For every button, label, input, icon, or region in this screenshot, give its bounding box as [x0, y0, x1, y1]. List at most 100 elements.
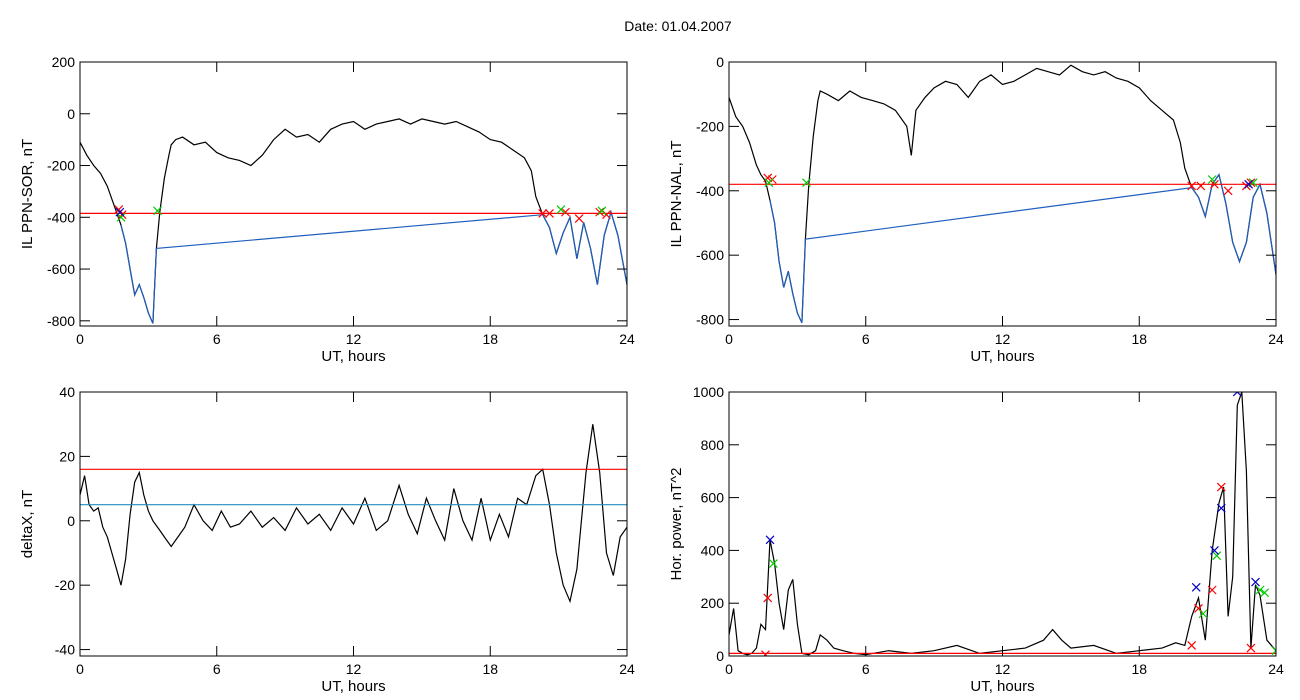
y-tick-label: 200 — [701, 595, 725, 611]
x-tick-label: 18 — [1131, 661, 1147, 677]
y-tick-label: -200 — [47, 158, 75, 174]
x-axis-label: UT, hours — [970, 348, 1034, 365]
marker-0 — [595, 207, 605, 217]
marker-2 — [1244, 179, 1254, 189]
marker-0 — [1210, 179, 1219, 189]
marker-1 — [764, 178, 774, 188]
y-tick-label: 400 — [701, 542, 725, 558]
y-tick-label: -600 — [696, 247, 724, 263]
series-line-0 — [80, 118, 627, 324]
marker-1 — [1198, 609, 1208, 619]
marker-2 — [765, 535, 775, 545]
y-tick-label: 0 — [716, 54, 724, 70]
y-tick-label: -400 — [696, 183, 724, 199]
marker-1 — [556, 205, 566, 214]
x-axis-label: UT, hours — [321, 678, 385, 695]
x-axis-label: UT, hours — [970, 678, 1034, 695]
x-tick-label: 24 — [1268, 331, 1284, 347]
y-tick-label: 20 — [59, 448, 75, 464]
y-tick-label: 0 — [716, 648, 724, 664]
plot-area — [80, 118, 627, 324]
marker-0 — [114, 205, 124, 214]
y-tick-label: -400 — [47, 209, 75, 225]
marker-2 — [1251, 577, 1260, 587]
plot-frame — [728, 391, 1277, 657]
x-tick-label: 12 — [346, 661, 362, 677]
plot-area — [729, 64, 1276, 324]
x-tick-label: 6 — [862, 661, 870, 677]
marker-1 — [802, 178, 811, 188]
x-tick-label: 0 — [76, 331, 84, 347]
x-tick-label: 0 — [76, 661, 84, 677]
x-tick-label: 0 — [725, 661, 733, 677]
marker-0 — [574, 214, 584, 224]
chart-sor: 0 6 12 18 24 -800 -600 -400 -200 0 200 UT, hours IL … — [19, 54, 635, 365]
marker-2 — [1191, 582, 1201, 592]
x-tick-label: 12 — [995, 331, 1011, 347]
marker-1 — [1255, 585, 1265, 595]
x-tick-label: 18 — [482, 331, 498, 347]
x-tick-label: 6 — [862, 331, 870, 347]
y-tick-label: 1000 — [693, 384, 724, 400]
series-line-0 — [80, 424, 627, 604]
chart-deltax: 0 6 12 18 24 -40 -20 0 20 40 UT, hours deltaX, nT — [19, 384, 635, 695]
y-tick-label: -600 — [47, 261, 75, 277]
series-line-1 — [769, 173, 1276, 324]
x-tick-label: 6 — [213, 331, 221, 347]
y-tick-label: 600 — [701, 490, 725, 506]
y-tick-label: -800 — [696, 312, 724, 328]
y-axis-label: Hor. power, nT^2 — [668, 468, 685, 581]
y-tick-label: 800 — [701, 437, 725, 453]
marker-0 — [763, 593, 773, 603]
x-tick-label: 12 — [346, 331, 362, 347]
y-tick-label: 40 — [59, 384, 75, 400]
x-tick-label: 18 — [482, 661, 498, 677]
marker-0 — [1207, 585, 1217, 595]
marker-2 — [115, 207, 125, 217]
plot-frame — [728, 61, 1277, 327]
marker-1 — [1260, 588, 1270, 598]
plot-area — [80, 424, 627, 604]
marker-0 — [1223, 186, 1233, 196]
marker-0 — [761, 650, 770, 656]
marker-1 — [1271, 646, 1276, 656]
marker-0 — [1246, 643, 1256, 653]
marker-1 — [1212, 551, 1222, 561]
x-axis-label: UT, hours — [321, 348, 385, 365]
marker-2 — [1216, 503, 1226, 513]
chart-nal: 0 6 12 18 24 -800 -600 -400 -200 0 UT, hours IL PPN… — [668, 54, 1284, 365]
y-axis-label: IL PPN-SOR, nT — [19, 139, 36, 249]
chart-hpower: 0 6 12 18 24 0 200 400 600 800 1000 UT, hours Hor. p… — [668, 384, 1284, 695]
y-tick-label: 200 — [52, 54, 76, 70]
marker-0 — [1196, 181, 1206, 191]
y-tick-label: -20 — [55, 577, 75, 593]
y-tick-label: 0 — [67, 106, 75, 122]
y-axis-label: IL PPN-NAL, nT — [668, 141, 685, 248]
x-tick-label: 24 — [619, 331, 635, 347]
marker-2 — [1210, 545, 1219, 555]
y-tick-label: -800 — [47, 313, 75, 329]
plot-area — [729, 392, 1276, 656]
y-tick-label: -40 — [55, 642, 75, 658]
series-line-1 — [120, 209, 627, 324]
y-tick-label: 0 — [67, 513, 75, 529]
marker-1 — [153, 206, 162, 216]
marker-1 — [769, 559, 778, 569]
x-tick-label: 0 — [725, 331, 733, 347]
marker-0 — [1216, 482, 1226, 492]
figure-title: Date: 01.04.2007 — [624, 18, 732, 34]
marker-0 — [1187, 641, 1197, 650]
marker-2 — [1232, 392, 1242, 397]
x-tick-label: 12 — [995, 661, 1011, 677]
x-tick-label: 24 — [1268, 661, 1284, 677]
marker-0 — [1187, 181, 1197, 191]
x-tick-label: 24 — [619, 661, 635, 677]
series-line-0 — [729, 392, 1276, 656]
series-line-0 — [729, 64, 1276, 324]
x-tick-label: 18 — [1131, 331, 1147, 347]
y-tick-label: -200 — [696, 118, 724, 134]
y-axis-label: deltaX, nT — [19, 490, 36, 558]
marker-0 — [545, 208, 554, 218]
marker-0 — [538, 208, 548, 218]
